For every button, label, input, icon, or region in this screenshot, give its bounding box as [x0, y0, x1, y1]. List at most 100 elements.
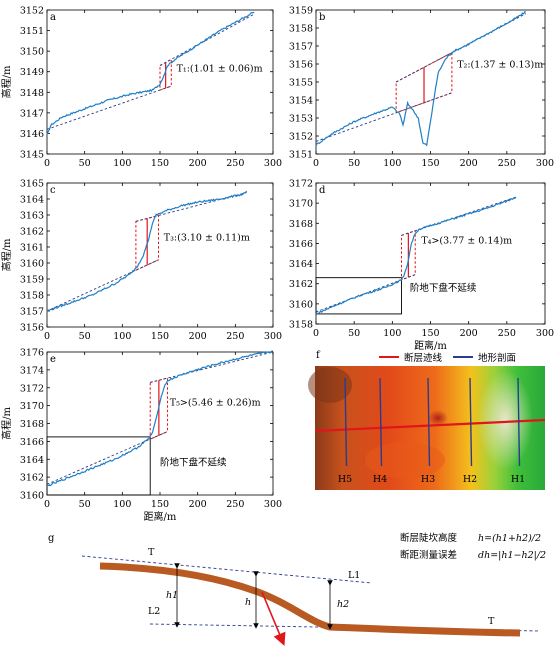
profile-charts: 0 50 100 150 200 250 300 3145 3146 3147 3148 3149 31…: [0, 6, 554, 524]
x-tick-label: 50: [348, 158, 360, 169]
x-tick-label: 250: [226, 331, 244, 342]
y-axis-label: 高程/m: [0, 407, 13, 440]
y-tick-label: 3145: [20, 150, 44, 161]
y-tick-label: 3158: [289, 320, 313, 331]
fault-scarp-box: [395, 51, 453, 114]
y-tick-label: 3158: [289, 24, 313, 35]
lower-plate-box: [315, 277, 402, 315]
lower-plate-box: [46, 436, 151, 496]
x-tick-label: 0: [44, 499, 50, 510]
plot-frame: [315, 9, 546, 155]
panel-label: d: [319, 185, 326, 196]
x-tick-label: 200: [189, 331, 207, 342]
panel-label: b: [319, 12, 325, 23]
scarp-height-annotation: T₂:(1.37 ± 0.13)m: [457, 60, 543, 71]
panel-label: a: [50, 12, 56, 23]
y-tick-label: 3159: [20, 275, 44, 286]
y-tick-label: 3154: [289, 96, 313, 107]
x-tick-label: 300: [536, 328, 554, 339]
y-tick-label: 3156: [20, 323, 44, 334]
y-tick-label: 3151: [289, 150, 313, 161]
y-tick-label: 3160: [20, 259, 44, 270]
x-tick-label: 300: [264, 499, 282, 510]
y-tick-label: 3155: [289, 78, 313, 89]
map-panel-label: f: [316, 350, 321, 361]
scarp-height-annotation: T₄>(3.77 ± 0.14)m: [421, 235, 512, 246]
y-tick-label: 3162: [289, 279, 313, 290]
l2-label: L2: [148, 606, 160, 617]
y-tick-label: 3158: [20, 291, 44, 302]
y-tick-label: 3172: [289, 179, 313, 190]
x-tick-label: 200: [189, 499, 207, 510]
elevation-profile-line: [47, 350, 273, 487]
y-tick-label: 3160: [289, 299, 313, 310]
formula1: h=(h1+h2)/2: [478, 533, 541, 544]
y-tick-label: 3172: [20, 383, 44, 394]
y-tick-label: 3170: [20, 401, 44, 412]
diagram-panel-g: g 断层陡坎高度 h=(h1+h2)/2 断距测量误差 dh=|h1−h2|/2…: [48, 532, 546, 646]
y-tick-label: 3164: [20, 455, 44, 466]
y-tick-label: 3168: [289, 219, 313, 230]
y-tick-label: 3166: [289, 239, 313, 250]
x-axis-label: 距离/m: [144, 510, 177, 523]
h1-label: h1: [166, 590, 178, 601]
y-tick-label: 3160: [20, 491, 44, 502]
map-relief-orange: [365, 442, 445, 478]
formula2-label: 断距测量误差: [400, 549, 457, 561]
x-tick-label: 0: [44, 158, 50, 169]
x-tick-label: 0: [313, 328, 319, 339]
map-panel-f: f 断层迹线 地形剖面 H5 H4 H3 H2 H1: [308, 350, 546, 490]
y-tick-label: 3157: [289, 42, 313, 53]
reference-line-l1: [81, 555, 373, 584]
x-tick-label: 150: [151, 331, 169, 342]
map-profile-label: H2: [463, 474, 477, 485]
map-profile-label: H3: [421, 474, 435, 485]
x-axis-label: 距离/m: [414, 339, 447, 352]
y-tick-label: 3152: [20, 6, 44, 17]
lower-terrace-label: T: [488, 616, 495, 627]
h-label: h: [245, 597, 251, 608]
x-tick-label: 150: [151, 499, 169, 510]
x-tick-label: 200: [460, 328, 478, 339]
x-tick-label: 50: [79, 499, 91, 510]
x-tick-label: 50: [79, 158, 91, 169]
x-tick-label: 300: [264, 158, 282, 169]
scarp-height-annotation: T₅>(5.46 ± 0.26)m: [170, 398, 261, 409]
x-tick-label: 100: [383, 158, 401, 169]
diagram-panel-label: g: [48, 533, 55, 544]
elevation-profile-line: [46, 11, 255, 136]
plot-frame: [46, 182, 274, 328]
formula1-label: 断层陡坎高度: [400, 532, 458, 544]
map-profile-label: H1: [511, 474, 525, 485]
map-profile-lines: H5 H4 H3 H2 H1: [338, 377, 525, 485]
y-tick-label: 3164: [20, 195, 44, 206]
x-tick-label: 150: [421, 328, 439, 339]
map-relief-dark: [428, 410, 448, 426]
y-tick-label: 3148: [20, 88, 44, 99]
plot-frame: [315, 182, 546, 325]
fault-scarp-box: [149, 377, 169, 440]
fault-trace-line: [314, 418, 546, 433]
panel-label: c: [50, 185, 56, 196]
x-tick-label: 300: [264, 331, 282, 342]
fault-scarp-box: [159, 58, 172, 91]
fault-arrow: [261, 591, 286, 646]
upper-fit-line: [150, 351, 274, 383]
lower-fit-line: [46, 85, 172, 130]
x-tick-label: 250: [498, 328, 516, 339]
panel-label: e: [50, 354, 56, 365]
x-tick-label: 250: [226, 499, 244, 510]
y-tick-label: 3170: [289, 199, 313, 210]
x-tick-label: 200: [460, 158, 478, 169]
lower-fit-line: [46, 259, 159, 312]
elevation-profile-line: [315, 11, 526, 147]
map-profile-h5: [344, 377, 348, 467]
y-axis-label: 高程/m: [0, 65, 13, 98]
y-tick-label: 3146: [20, 129, 44, 140]
chart-a: 0 50 100 150 200 250 300 3145 3146 3147 3148 3149 31…: [0, 6, 282, 170]
chart-d: 0 50 100 150 200 250 300 3158 3160 3162 3164 3166 31…: [289, 179, 554, 353]
x-tick-label: 150: [151, 158, 169, 169]
lower-fit-line: [315, 92, 453, 142]
x-tick-label: 50: [79, 331, 91, 342]
upper-terrace-label: T: [148, 547, 155, 558]
